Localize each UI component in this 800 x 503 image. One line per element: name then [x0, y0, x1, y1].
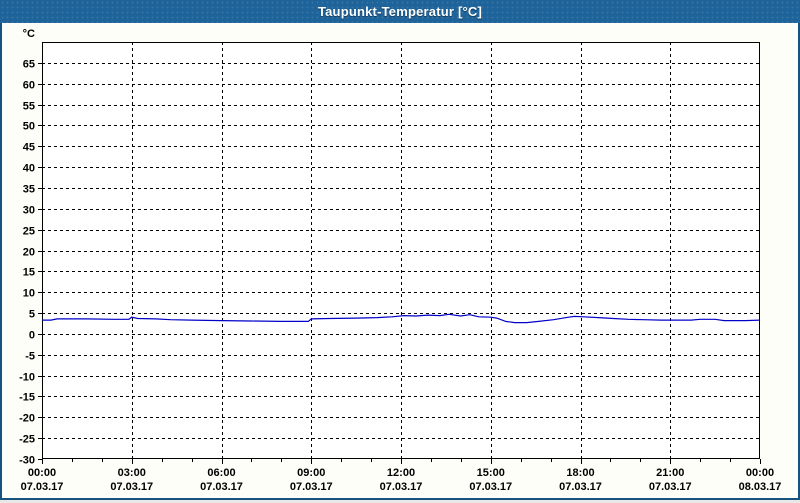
y-tick-label: 55	[23, 101, 35, 113]
x-tick-time-label: 06:00	[207, 467, 235, 479]
y-tick-label: 20	[23, 247, 35, 259]
y-tick-label: 0	[29, 330, 35, 342]
axes	[38, 42, 761, 464]
x-tick-time-label: 18:00	[566, 467, 594, 479]
x-tick-date-label: 07.03.17	[559, 481, 602, 493]
x-tick-date-label: 07.03.17	[469, 481, 512, 493]
x-tick-time-label: 09:00	[297, 467, 325, 479]
x-tick-time-label: 00:00	[746, 467, 774, 479]
y-tick-label: 15	[23, 267, 35, 279]
x-tick-date-label: 08.03.17	[739, 481, 782, 493]
y-tick-label: 5	[29, 309, 35, 321]
x-tick-time-label: 21:00	[656, 467, 684, 479]
x-tick-date-label: 07.03.17	[21, 481, 64, 493]
y-tick-label: 35	[23, 184, 35, 196]
y-tick-label: -20	[19, 413, 35, 425]
x-tick-date-label: 07.03.17	[200, 481, 243, 493]
x-axis-labels: 00:00 07.03.17 03:00 07.03.17 06:00 07.03.17 0…	[21, 467, 782, 493]
y-tick-label: 10	[23, 288, 35, 300]
y-tick-label: -5	[25, 351, 35, 363]
x-tick-date-label: 07.03.17	[110, 481, 153, 493]
x-tick-time-label: 03:00	[118, 467, 146, 479]
y-axis-labels: 65605550454035302520151050-5-10-15-20-25…	[19, 28, 35, 467]
x-tick-date-label: 07.03.17	[290, 481, 333, 493]
y-tick-label: -25	[19, 434, 35, 446]
window-title: Taupunkt-Temperatur [°C]	[317, 4, 483, 19]
x-tick-time-label: 12:00	[387, 467, 415, 479]
x-tick-time-label: 00:00	[28, 467, 56, 479]
x-tick-time-label: 15:00	[477, 467, 505, 479]
x-tick-date-label: 07.03.17	[649, 481, 692, 493]
y-tick-label: 30	[23, 205, 35, 217]
data-line-taupunkt-temperatur	[42, 313, 761, 324]
y-axis-unit-label: °C	[23, 28, 35, 40]
y-tick-label: 50	[23, 121, 35, 133]
chart-content: 65 60 55 50 45 40 35 30 25 20 15 10 5 0 -5 -10 -15 -20 -25…	[0, 23, 800, 500]
y-tick-label: -30	[19, 455, 35, 467]
x-tick-date-label: 07.03.17	[380, 481, 423, 493]
y-tick-label: -10	[19, 372, 35, 384]
y-tick-label: -15	[19, 392, 35, 404]
y-tick-label: 60	[23, 80, 35, 92]
window-titlebar[interactable]: Taupunkt-Temperatur [°C]	[0, 0, 800, 23]
y-tick-label: 40	[23, 163, 35, 175]
y-tick-label: 25	[23, 226, 35, 238]
chart-canvas: 65605550454035302520151050-5-10-15-20-25…	[19, 28, 782, 493]
y-tick-label: 45	[23, 142, 35, 154]
plot-area	[42, 42, 760, 459]
y-tick-label: 65	[23, 59, 35, 71]
